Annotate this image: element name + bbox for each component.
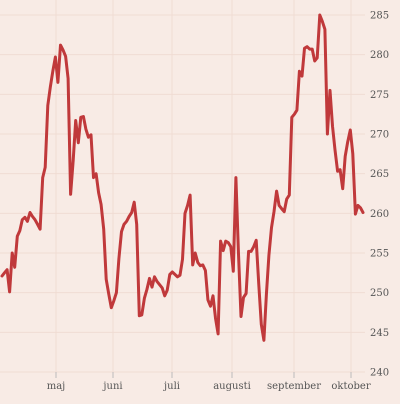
x-tick-label: oktober xyxy=(331,381,370,392)
y-tick-label: 275 xyxy=(370,90,389,101)
x-tick-label: juli xyxy=(163,381,180,392)
y-tick-label: 265 xyxy=(370,169,389,180)
y-tick-label: 260 xyxy=(370,209,389,220)
series-layer xyxy=(0,13,365,342)
x-tick-label: maj xyxy=(47,381,66,392)
x-tick-label: september xyxy=(267,381,321,392)
y-tick-label: 285 xyxy=(370,11,389,22)
y-tick-label: 250 xyxy=(370,288,389,299)
y-tick-label: 270 xyxy=(370,130,389,141)
x-tick-label: augusti xyxy=(213,381,251,392)
y-tick-label: 280 xyxy=(370,50,389,61)
x-tick-label: juni xyxy=(102,381,122,392)
y-tick-label: 240 xyxy=(370,368,389,379)
x-axis-ticks: maj juni juli augusti september oktober xyxy=(47,372,371,392)
y-axis-ticks: 240 245 250 255 260 265 270 275 280 285 xyxy=(370,11,389,379)
y-tick-label: 245 xyxy=(370,328,389,339)
series-line xyxy=(0,13,365,342)
y-tick-label: 255 xyxy=(370,249,389,260)
